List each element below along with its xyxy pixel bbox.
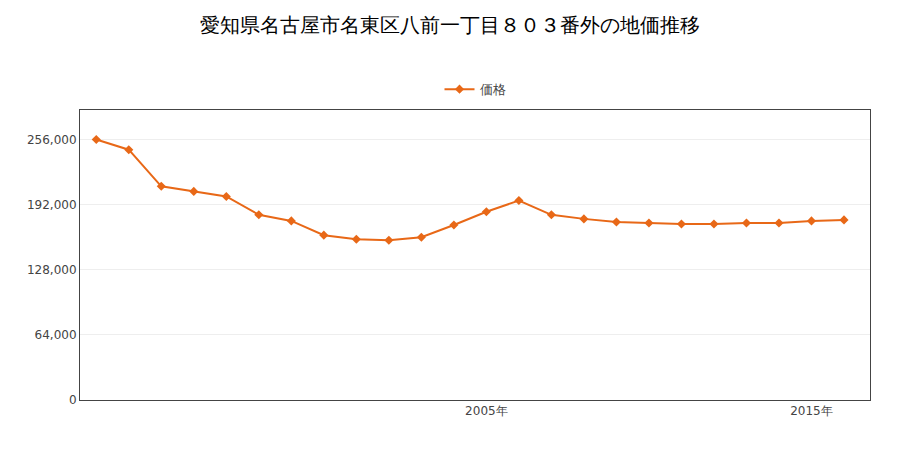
- svg-text:2015年: 2015年: [790, 404, 833, 418]
- svg-text:2005年: 2005年: [465, 404, 508, 418]
- svg-text:192,000: 192,000: [27, 198, 77, 212]
- svg-text:256,000: 256,000: [27, 133, 77, 147]
- svg-text:128,000: 128,000: [27, 263, 77, 277]
- svg-text:愛知県名古屋市名東区八前一丁目８０３番外の地価推移: 愛知県名古屋市名東区八前一丁目８０３番外の地価推移: [200, 13, 700, 37]
- svg-text:価格: 価格: [480, 82, 506, 97]
- svg-text:64,000: 64,000: [35, 328, 77, 342]
- svg-text:0: 0: [69, 393, 77, 407]
